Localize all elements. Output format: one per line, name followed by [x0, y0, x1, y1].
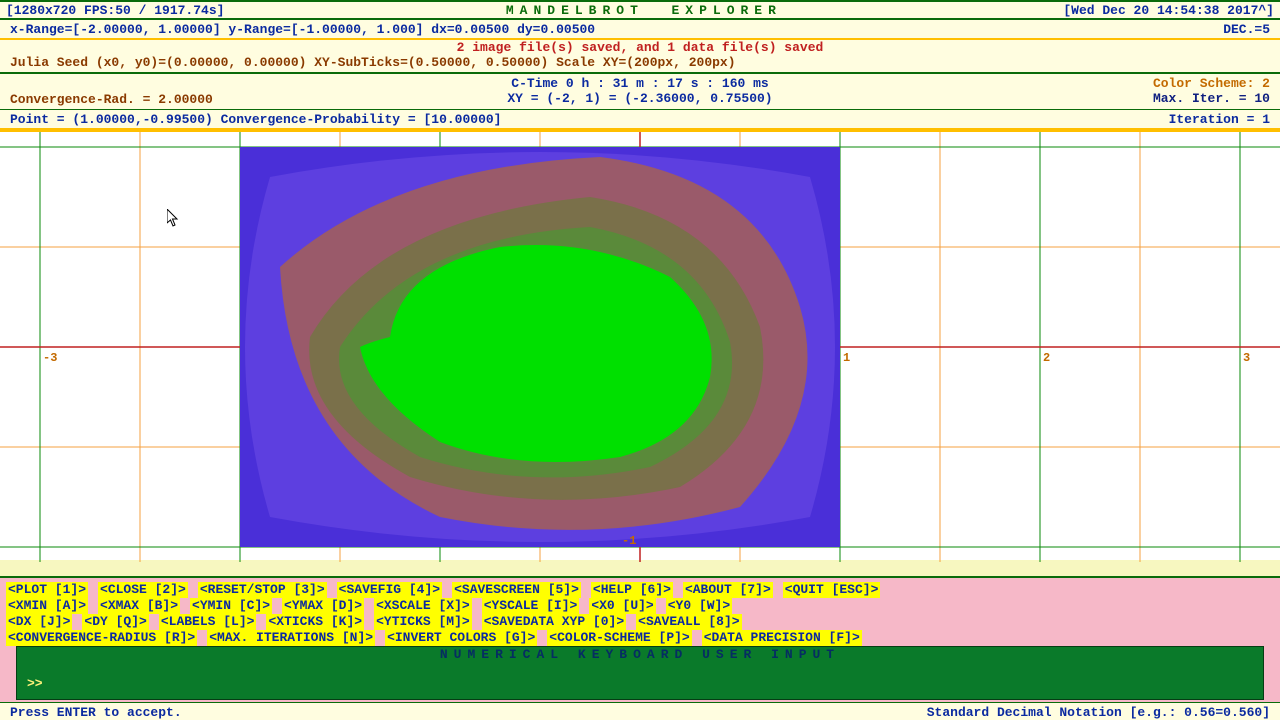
- command-button[interactable]: <YMIN [C]>: [190, 598, 272, 614]
- command-button[interactable]: <X0 [U]>: [589, 598, 655, 614]
- numeric-input-box[interactable]: NUMERICAL KEYBOARD USER INPUT >>: [16, 646, 1264, 700]
- command-button[interactable]: <PLOT [1]>: [6, 582, 88, 598]
- command-button[interactable]: <SAVESCREEN [5]>: [452, 582, 581, 598]
- command-row-3: <DX [J]> <DY [Q]> <LABELS [L]> <XTICKS [K]>…: [6, 614, 1274, 630]
- point-probability: Point = (1.00000,-0.99500) Convergence-P…: [10, 112, 501, 126]
- convergence-radius: Convergence-Rad. = 2.00000: [10, 92, 426, 107]
- svg-text:2: 2: [1043, 351, 1050, 365]
- svg-text:1: 1: [843, 351, 850, 365]
- command-button[interactable]: <MAX. ITERATIONS [N]>: [207, 630, 375, 646]
- command-button[interactable]: <XMIN [A]>: [6, 598, 88, 614]
- command-button[interactable]: <DX [J]>: [6, 614, 72, 630]
- svg-text:-1: -1: [622, 534, 636, 548]
- julia-seed-text: Julia Seed (x0, y0)=(0.00000, 0.00000) X…: [10, 55, 736, 70]
- julia-info-bar: 2 image file(s) saved, and 1 data file(s…: [0, 40, 1280, 74]
- command-button[interactable]: <SAVEALL [8]>: [636, 614, 741, 630]
- command-button[interactable]: <QUIT [ESC]>: [783, 582, 881, 598]
- command-button[interactable]: <XSCALE [X]>: [374, 598, 472, 614]
- command-button[interactable]: <SAVEFIG [4]>: [337, 582, 442, 598]
- command-panel: <PLOT [1]> <CLOSE [2]> <RESET/STOP [3]> <SA…: [0, 576, 1280, 720]
- app-title: MANDELBROT EXPLORER: [506, 3, 782, 18]
- footer-right: Standard Decimal Notation [e.g.: 0.56=0.…: [927, 705, 1270, 718]
- command-button[interactable]: <RESET/STOP [3]>: [198, 582, 327, 598]
- command-row-2: <XMIN [A]> <XMAX [B]> <YMIN [C]> <YMAX [D]>…: [6, 598, 1274, 614]
- command-button[interactable]: <XMAX [B]>: [98, 598, 180, 614]
- convergence-info-bar: Convergence-Rad. = 2.00000 C-Time 0 h : …: [0, 74, 1280, 110]
- command-button[interactable]: <INVERT COLORS [G]>: [385, 630, 537, 646]
- svg-text:3: 3: [1243, 351, 1250, 365]
- compute-time: C-Time 0 h : 31 m : 17 s : 160 ms: [511, 76, 768, 91]
- command-button[interactable]: <XTICKS [K]>: [266, 614, 364, 630]
- command-button[interactable]: <HELP [6]>: [591, 582, 673, 598]
- command-button[interactable]: <DATA PRECISION [F]>: [702, 630, 862, 646]
- color-scheme: Color Scheme: 2: [1153, 76, 1270, 91]
- command-button[interactable]: <Y0 [W]>: [666, 598, 732, 614]
- iteration-count: Iteration = 1: [1169, 112, 1270, 126]
- footer-bar: Press ENTER to accept. Standard Decimal …: [0, 702, 1280, 720]
- decimal-precision: DEC.=5: [1223, 22, 1270, 36]
- xy-range-text: x-Range=[-2.00000, 1.00000] y-Range=[-1.…: [10, 22, 595, 36]
- range-info-bar: x-Range=[-2.00000, 1.00000] y-Range=[-1.…: [0, 20, 1280, 40]
- fractal-canvas[interactable]: -3 1 2 3 -1: [0, 130, 1280, 560]
- command-button[interactable]: <LABELS [L]>: [159, 614, 257, 630]
- command-button[interactable]: <CONVERGENCE-RADIUS [R]>: [6, 630, 197, 646]
- grid-svg: -3 1 2 3 -1: [0, 132, 1280, 562]
- point-info-bar: Point = (1.00000,-0.99500) Convergence-P…: [0, 110, 1280, 130]
- xy-coords: XY = (-2, 1) = (-2.36000, 0.75500): [507, 91, 772, 106]
- command-button[interactable]: <YMAX [D]>: [282, 598, 364, 614]
- top-bar: [1280x720 FPS:50 / 1917.74s] MANDELBROT …: [0, 0, 1280, 20]
- command-button[interactable]: <SAVEDATA XYP [0]>: [482, 614, 626, 630]
- command-row-4: <CONVERGENCE-RADIUS [R]> <MAX. ITERATIONS…: [6, 630, 1274, 646]
- resolution-fps: [1280x720 FPS:50 / 1917.74s]: [6, 3, 224, 18]
- command-button[interactable]: <YSCALE [I]>: [482, 598, 580, 614]
- command-row-1: <PLOT [1]> <CLOSE [2]> <RESET/STOP [3]> <SA…: [6, 582, 1274, 598]
- command-button[interactable]: <YTICKS [M]>: [374, 614, 472, 630]
- datetime: [Wed Dec 20 14:54:38 2017^]: [1063, 3, 1274, 18]
- command-button[interactable]: <CLOSE [2]>: [98, 582, 188, 598]
- max-iter: Max. Iter. = 10: [1153, 91, 1270, 106]
- numeric-input-title: NUMERICAL KEYBOARD USER INPUT: [17, 647, 1263, 662]
- input-prompt[interactable]: >>: [17, 662, 1263, 691]
- command-button[interactable]: <COLOR-SCHEME [P]>: [547, 630, 691, 646]
- svg-text:-3: -3: [43, 351, 57, 365]
- footer-left: Press ENTER to accept.: [10, 705, 182, 718]
- command-button[interactable]: <DY [Q]>: [82, 614, 148, 630]
- command-button[interactable]: <ABOUT [7]>: [683, 582, 773, 598]
- command-rows: <PLOT [1]> <CLOSE [2]> <RESET/STOP [3]> <SA…: [0, 578, 1280, 648]
- save-status-msg: 2 image file(s) saved, and 1 data file(s…: [457, 40, 824, 55]
